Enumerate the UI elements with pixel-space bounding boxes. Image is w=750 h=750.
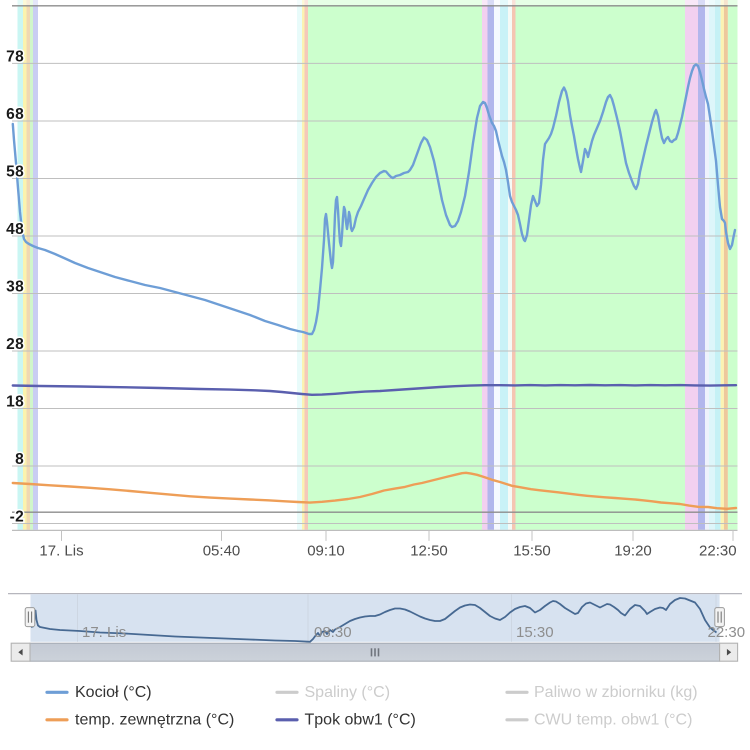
svg-text:78: 78 — [6, 49, 24, 66]
svg-text:17. Lis: 17. Lis — [39, 543, 83, 560]
svg-text:8: 8 — [15, 451, 24, 468]
svg-text:68: 68 — [6, 106, 24, 123]
svg-text:48: 48 — [6, 221, 24, 238]
svg-text:temp. zewnętrzna (°C): temp. zewnętrzna (°C) — [75, 712, 234, 729]
svg-text:18: 18 — [6, 394, 24, 411]
svg-text:Kocioł (°C): Kocioł (°C) — [75, 684, 152, 701]
svg-text:Tpok obw1 (°C): Tpok obw1 (°C) — [305, 712, 416, 729]
svg-text:Paliwo w zbiorniku (kg): Paliwo w zbiorniku (kg) — [534, 684, 698, 701]
svg-text:08:30: 08:30 — [314, 624, 352, 641]
svg-text:09:10: 09:10 — [307, 543, 345, 560]
svg-text:22:30: 22:30 — [699, 543, 737, 560]
svg-text:15:50: 15:50 — [513, 543, 551, 560]
svg-text:17. Lis: 17. Lis — [82, 624, 126, 641]
svg-text:28: 28 — [6, 336, 24, 353]
svg-text:CWU temp. obw1 (°C): CWU temp. obw1 (°C) — [534, 712, 692, 729]
svg-text:-2: -2 — [10, 509, 24, 526]
svg-text:12:50: 12:50 — [410, 543, 448, 560]
svg-text:15:30: 15:30 — [516, 624, 554, 641]
svg-text:05:40: 05:40 — [203, 543, 241, 560]
svg-text:38: 38 — [6, 279, 24, 296]
svg-text:Spaliny (°C): Spaliny (°C) — [305, 684, 391, 701]
svg-text:22:30: 22:30 — [708, 624, 746, 641]
svg-text:58: 58 — [6, 164, 24, 181]
svg-text:19:20: 19:20 — [614, 543, 652, 560]
